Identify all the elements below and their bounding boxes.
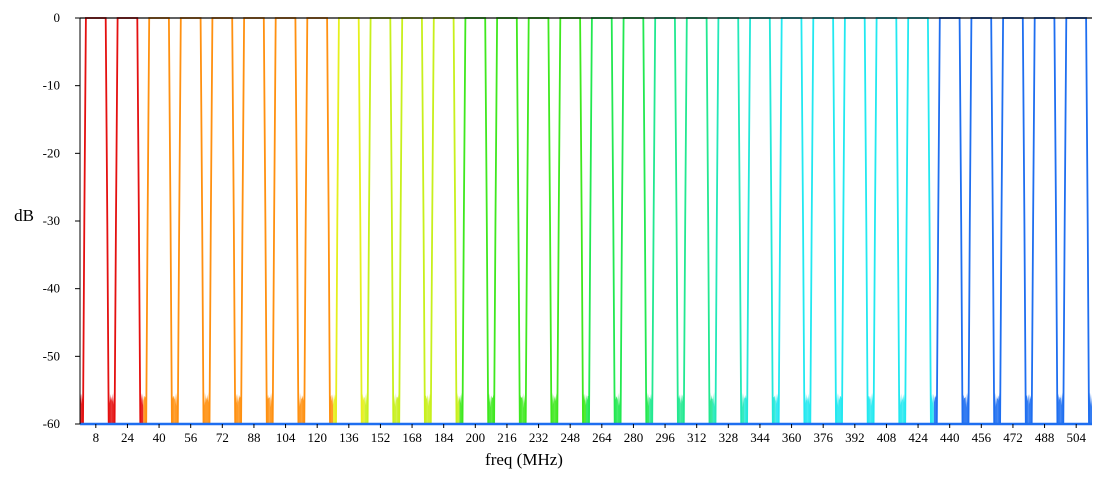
x-tick-label: 104 — [276, 430, 296, 445]
plot-area — [80, 17, 1092, 426]
x-tick-label: 40 — [153, 430, 166, 445]
x-tick-label: 216 — [497, 430, 517, 445]
y-tick-label: 0 — [54, 10, 61, 25]
y-tick-label: -10 — [43, 78, 60, 93]
y-tick-label: -40 — [43, 281, 60, 296]
y-axis-ticks: 0 -10 -20 -30 -40 -50 -60 — [43, 10, 80, 431]
x-tick-label: 120 — [307, 430, 327, 445]
x-tick-label: 296 — [655, 430, 675, 445]
x-tick-label: 440 — [940, 430, 960, 445]
x-tick-label: 136 — [339, 430, 359, 445]
x-tick-label: 376 — [813, 430, 833, 445]
x-axis-label: freq (MHz) — [485, 450, 563, 469]
x-tick-label: 72 — [216, 430, 229, 445]
x-tick-label: 56 — [184, 430, 198, 445]
x-tick-label: 408 — [877, 430, 897, 445]
x-tick-label: 488 — [1035, 430, 1055, 445]
x-tick-label: 504 — [1066, 430, 1086, 445]
y-tick-label: -60 — [43, 416, 60, 431]
x-tick-label: 24 — [121, 430, 135, 445]
x-tick-label: 312 — [687, 430, 707, 445]
x-tick-label: 360 — [782, 430, 802, 445]
x-tick-label: 328 — [719, 430, 739, 445]
x-tick-label: 264 — [592, 430, 612, 445]
x-tick-label: 248 — [560, 430, 580, 445]
x-tick-label: 184 — [434, 430, 454, 445]
y-tick-label: -50 — [43, 348, 60, 363]
x-tick-label: 392 — [845, 430, 865, 445]
x-axis-ticks: 8 24 40 56 72 88 104 120 136 152 168 184 200 216 232 24… — [93, 424, 1086, 445]
x-tick-label: 232 — [529, 430, 549, 445]
plot-background — [80, 18, 1092, 424]
x-tick-label: 472 — [1003, 430, 1023, 445]
x-tick-label: 456 — [972, 430, 992, 445]
y-tick-label: -20 — [43, 145, 60, 160]
x-tick-label: 344 — [750, 430, 770, 445]
x-tick-label: 280 — [624, 430, 644, 445]
x-tick-label: 424 — [908, 430, 928, 445]
x-tick-label: 152 — [371, 430, 391, 445]
y-axis-label: dB — [14, 206, 34, 225]
x-tick-label: 8 — [93, 430, 100, 445]
x-tick-label: 200 — [466, 430, 486, 445]
y-tick-label: -30 — [43, 213, 60, 228]
x-tick-label: 168 — [402, 430, 422, 445]
x-tick-label: 88 — [247, 430, 260, 445]
